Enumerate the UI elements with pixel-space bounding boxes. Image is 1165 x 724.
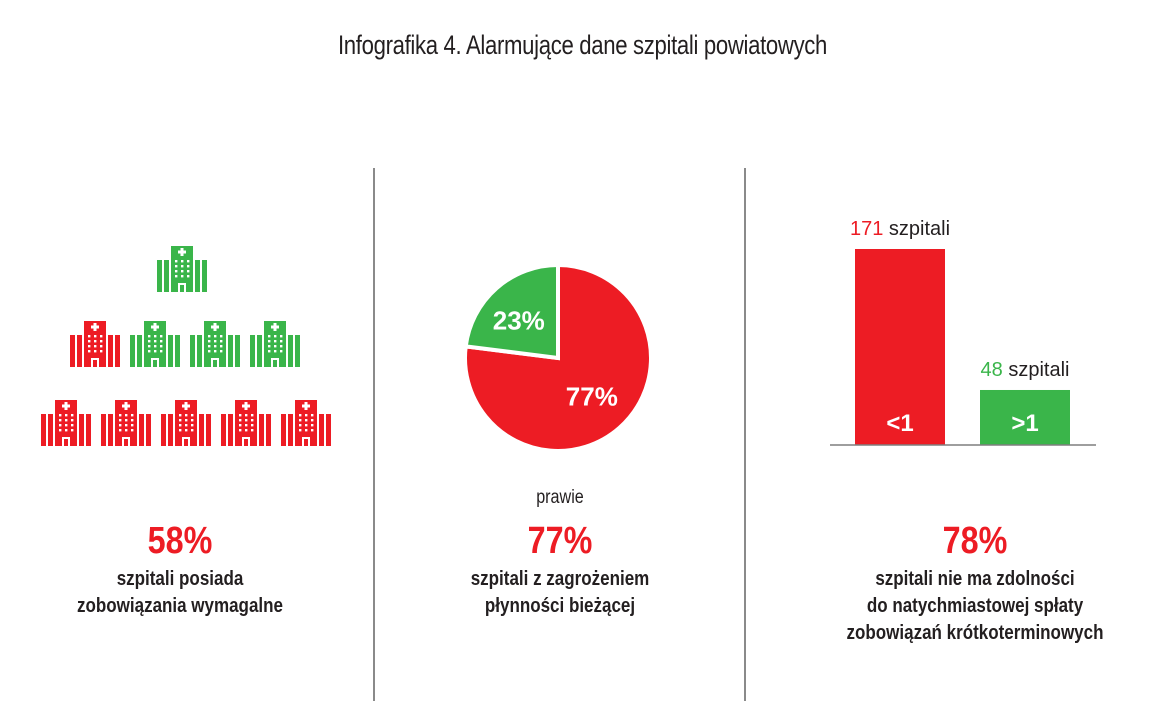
hospital-building-icon — [157, 246, 207, 292]
hospital-icon-red — [160, 396, 212, 448]
hospital-icon-red — [220, 396, 272, 448]
hospital-icon-red — [280, 396, 332, 448]
bar-value-label-1: 171 szpitali — [850, 218, 950, 240]
hospital-icon-red — [100, 396, 152, 448]
hospital-icon-green — [156, 242, 208, 294]
bar-1 — [855, 249, 945, 445]
panel1-percentage: 58% — [147, 520, 213, 562]
hospital-icon-green — [249, 317, 301, 369]
bar-value-label-2: 48 szpitali — [981, 359, 1070, 381]
panel3-desc-line3: zobowiązań krótkoterminowych — [846, 622, 1104, 644]
infographic-title: Infografika 4. Alarmujące dane szpitali … — [337, 30, 828, 60]
hospital-building-icon — [130, 321, 180, 367]
pie-slice-2 — [463, 262, 560, 361]
hospital-building-icon — [70, 321, 120, 367]
panel2-percentage: 77% — [527, 520, 593, 562]
hospital-building-icon — [221, 400, 271, 446]
panel3-percentage: 78% — [942, 520, 1008, 562]
bar-category-label-1: <1 — [886, 410, 913, 437]
panel1-stat: 58% szpitali posiada zobowiązania wymaga… — [30, 520, 330, 620]
hospital-icon-green — [189, 317, 241, 369]
hospital-building-icon — [281, 400, 331, 446]
panel2-prefix: prawie — [536, 487, 584, 508]
hospital-building-icon — [101, 400, 151, 446]
divider-right — [744, 168, 746, 701]
hospital-building-icon — [41, 400, 91, 446]
panel1-desc-line2: zobowiązania wymagalne — [77, 595, 283, 617]
hospital-icon-green — [129, 317, 181, 369]
bar-chart: <1 171 szpitali >1 48 szpitali — [830, 218, 1096, 446]
bar-2 — [980, 389, 1070, 445]
panel3-desc-line1: szpitali nie ma zdolności — [875, 568, 1075, 590]
pie-label-1: 77% — [566, 381, 618, 411]
panel2-stat: 77% szpitali z zagrożeniem płynności bie… — [410, 520, 710, 620]
pie-chart: 77% 23% — [463, 262, 653, 453]
panel2-desc-line2: płynności bieżącej — [484, 595, 636, 617]
hospital-building-icon — [250, 321, 300, 367]
pie-label-2: 23% — [493, 305, 545, 335]
panel2-desc-line1: szpitali z zagrożeniem — [470, 568, 650, 590]
panel3-stat: 78% szpitali nie ma zdolności do natychm… — [795, 520, 1155, 647]
hospital-building-icon — [161, 400, 211, 446]
panel1-desc-line1: szpitali posiada — [116, 568, 244, 590]
hospital-icon-red — [69, 317, 121, 369]
bar-category-label-2: >1 — [1011, 410, 1038, 437]
divider-left — [373, 168, 375, 701]
panel3-desc-line2: do natychmiastowej spłaty — [866, 595, 1084, 617]
hospital-icon-red — [40, 396, 92, 448]
hospital-building-icon — [190, 321, 240, 367]
